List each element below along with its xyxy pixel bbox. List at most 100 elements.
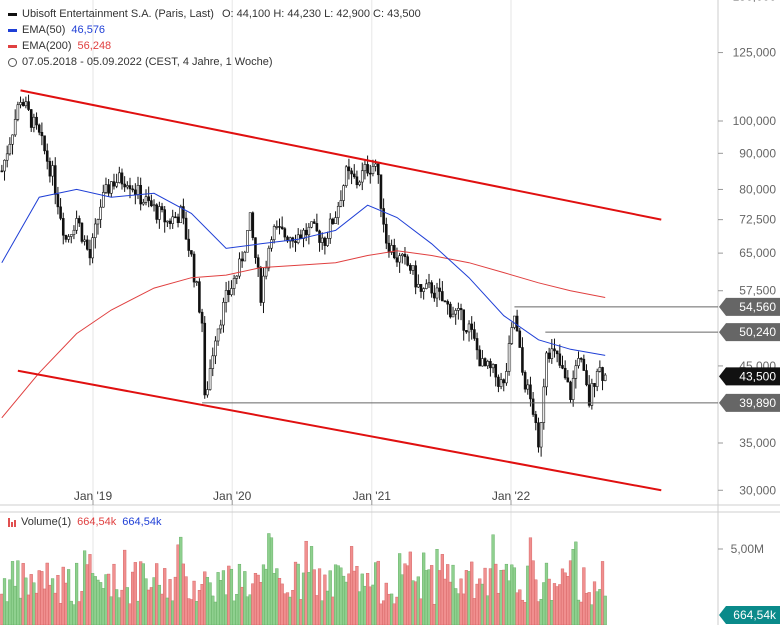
volume-bar <box>288 596 292 626</box>
volume-bar <box>45 562 49 626</box>
ema200-line <box>1 250 606 419</box>
volume-bar <box>472 598 476 626</box>
volume-bar <box>355 565 359 626</box>
candle-body <box>526 384 530 390</box>
candle-body <box>67 236 70 240</box>
candle-body <box>238 258 241 277</box>
volume-bar <box>464 570 468 626</box>
candle-body <box>350 170 353 175</box>
volume-bar <box>331 596 335 626</box>
candle-body <box>368 172 372 175</box>
candle-body <box>419 284 423 292</box>
y-tick-label-13: 150,000 <box>733 0 777 4</box>
candle-body <box>443 300 447 303</box>
x-tick-label-1: Jan '20 <box>213 489 252 503</box>
volume-bar <box>440 554 444 626</box>
candle-body <box>29 109 33 128</box>
volume-bar <box>480 583 484 626</box>
candle-body <box>21 102 25 107</box>
candle-body <box>168 220 172 224</box>
volume-bar <box>24 577 28 626</box>
volume-bar <box>536 601 541 626</box>
candle-body <box>558 353 562 366</box>
volume-bar <box>435 549 439 626</box>
candle-body <box>323 237 327 246</box>
volume-bar <box>579 601 583 626</box>
candle-body <box>48 161 52 177</box>
candle-body <box>232 278 236 289</box>
volume-axis: 5,00M 664,54k <box>718 542 780 624</box>
candle-body <box>288 237 292 242</box>
candle-body <box>499 379 503 387</box>
candle-body <box>566 377 570 383</box>
candle-body <box>190 250 193 255</box>
candle-body <box>579 358 583 360</box>
level-badge-1-label: 50,240 <box>739 325 776 339</box>
volume-bar <box>26 594 31 626</box>
candle-body <box>8 143 12 155</box>
volume-bar <box>235 594 239 626</box>
volume-bar <box>515 592 519 626</box>
volume-bar <box>165 597 169 626</box>
volume-bar <box>66 569 71 626</box>
y-tick-label-11: 100,000 <box>733 114 777 128</box>
ema200-swatch-icon <box>8 44 17 48</box>
volume-bar <box>363 585 367 626</box>
candle-body <box>144 196 148 203</box>
candle-body <box>19 102 22 106</box>
candle-body <box>334 217 337 224</box>
candle-body <box>523 372 527 390</box>
candle-body <box>35 116 38 126</box>
candle-body <box>414 265 417 288</box>
candle-body <box>163 209 167 223</box>
volume-bar <box>333 564 338 626</box>
volume-bar <box>200 584 204 626</box>
volume-bar <box>467 571 471 626</box>
candle-body <box>32 116 36 128</box>
volume-bar <box>13 585 17 626</box>
candle-body <box>142 202 145 205</box>
candle-body <box>216 328 220 342</box>
horizontal-levels <box>202 306 718 404</box>
candle-body <box>123 183 126 188</box>
volume-bar <box>550 600 554 626</box>
title-swatch-icon <box>8 12 17 16</box>
volume-value-red: 664,54k <box>77 516 117 528</box>
volume-bar <box>104 574 108 626</box>
candle-body <box>11 134 14 145</box>
volume-bar <box>72 604 76 626</box>
ema200-label: EMA(200) <box>22 40 72 52</box>
candle-body <box>310 221 313 228</box>
volume-bar <box>184 576 188 626</box>
volume-bar <box>598 589 602 626</box>
volume-bar <box>411 580 415 626</box>
volume-bar <box>574 541 578 626</box>
volume-bar <box>2 578 7 626</box>
candle-body <box>537 422 540 448</box>
volume-bar <box>32 582 36 626</box>
volume-bar <box>558 584 562 626</box>
volume-bar <box>48 584 52 626</box>
candle-body <box>152 204 156 207</box>
volume-bar <box>526 565 530 626</box>
candle-body <box>91 237 94 259</box>
candle-body <box>251 212 255 238</box>
candle-body <box>248 212 252 231</box>
volume-bar <box>459 578 463 626</box>
candle-body <box>259 267 263 303</box>
candle-body <box>85 239 89 250</box>
volume-bar <box>496 592 501 626</box>
volume-bar <box>139 561 143 626</box>
volume-bar <box>446 564 450 626</box>
volume-bar <box>283 593 287 626</box>
candle-body <box>417 284 420 288</box>
volume-bar <box>277 578 282 626</box>
grid <box>92 0 719 625</box>
volume-bar <box>125 587 129 626</box>
volume-bar <box>120 589 124 626</box>
candle-body <box>491 364 495 369</box>
candle-body <box>587 384 591 406</box>
candle-body <box>155 204 158 220</box>
volume-bar <box>267 533 271 626</box>
volume-bar <box>451 564 455 626</box>
